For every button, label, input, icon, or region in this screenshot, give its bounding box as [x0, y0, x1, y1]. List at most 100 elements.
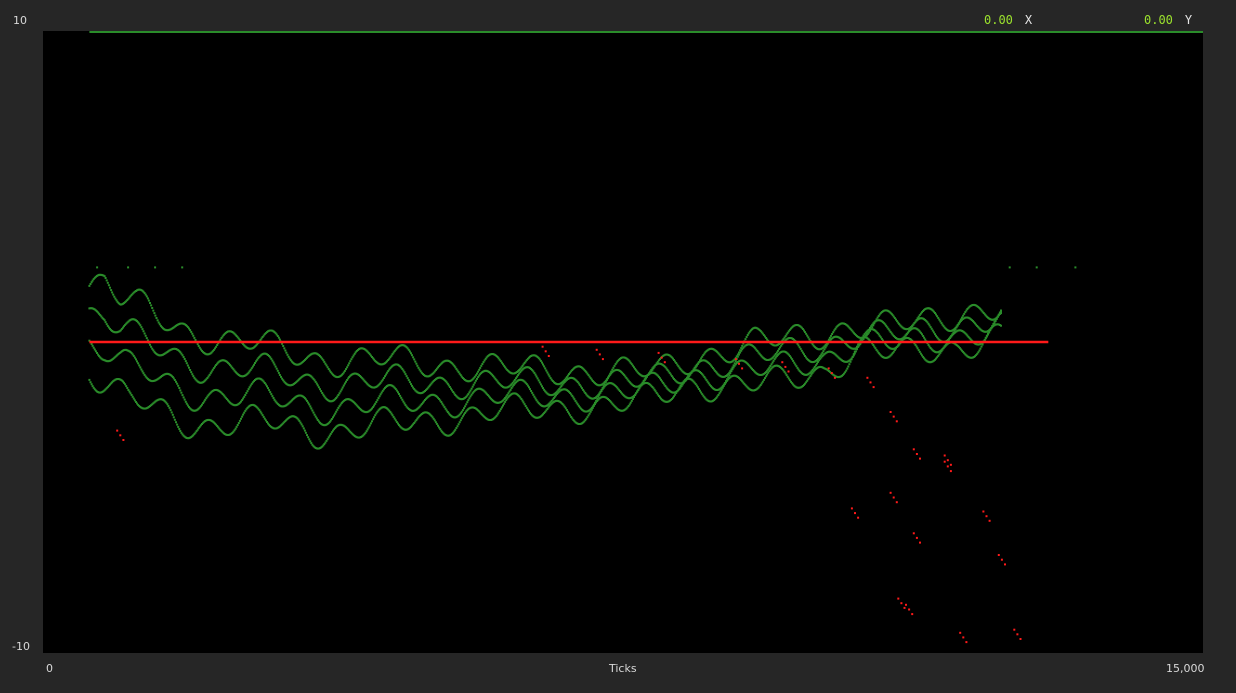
x-series-point — [228, 362, 231, 365]
x-series-point — [264, 383, 267, 386]
x-series-point — [627, 405, 630, 407]
x-series-point — [548, 402, 551, 405]
x-series-point — [747, 364, 750, 367]
x-series-point — [201, 403, 203, 406]
x-series-point — [164, 400, 167, 403]
x-series-point — [923, 357, 926, 360]
x-series-point — [448, 413, 451, 416]
x-series-point — [182, 322, 185, 325]
x-series-point — [101, 316, 104, 319]
x-series-point — [704, 397, 707, 400]
x-series-point — [373, 386, 376, 389]
x-series-point — [599, 384, 602, 387]
x-series-point — [427, 386, 430, 389]
plot-area[interactable] — [43, 31, 1203, 653]
x-series-point — [460, 410, 463, 413]
x-series-point — [533, 395, 536, 398]
x-series-point — [534, 373, 537, 376]
x-series-point — [342, 424, 345, 427]
x-series-point — [493, 400, 496, 403]
x-series-point — [957, 345, 960, 348]
x-series-point — [157, 321, 160, 324]
x-series-point — [543, 365, 546, 368]
x-series-point — [831, 337, 834, 340]
x-series-point — [158, 376, 161, 379]
x-series-point — [105, 387, 108, 390]
x-series-point — [343, 369, 346, 372]
x-series-point — [873, 345, 876, 348]
x-series-point — [349, 374, 352, 377]
x-series-point — [246, 372, 249, 375]
x-series-point — [371, 386, 373, 389]
x-series-point — [484, 357, 487, 360]
x-series-point — [419, 370, 422, 373]
x-series-point — [754, 326, 757, 329]
x-series-point — [206, 419, 209, 421]
x-series-point — [846, 367, 849, 370]
x-series-point — [288, 384, 291, 387]
x-series-point — [93, 276, 96, 279]
x-series-point — [906, 337, 909, 339]
x-series-point — [792, 325, 795, 328]
x-series-point — [653, 388, 656, 391]
x-series-point — [650, 369, 653, 371]
x-series-point — [271, 395, 274, 398]
x-series-point — [124, 383, 127, 386]
x-series-point — [848, 346, 851, 349]
x-series-point — [467, 393, 470, 396]
x-series-point — [775, 351, 778, 354]
x-series-point — [779, 366, 782, 368]
x-series-point — [869, 327, 871, 329]
x-series-point — [604, 381, 607, 383]
x-series-point — [145, 376, 148, 379]
x-series-point — [439, 399, 442, 402]
x-series-point — [610, 370, 613, 373]
x-series-point — [979, 308, 982, 311]
x-series-point — [824, 346, 827, 349]
x-series-point — [518, 395, 521, 398]
x-series-point — [249, 384, 252, 387]
x-series-point — [458, 421, 461, 424]
x-series-point — [123, 349, 125, 352]
x-series-point — [976, 343, 979, 346]
x-series-point — [510, 387, 513, 389]
x-series-point — [127, 320, 130, 323]
x-series-point — [813, 360, 816, 363]
x-series-point — [477, 376, 480, 379]
x-series-point — [536, 356, 539, 358]
x-series-point — [525, 366, 528, 369]
x-series-point — [128, 296, 131, 299]
x-series-point — [782, 350, 785, 353]
x-series-point — [236, 403, 239, 406]
x-series-point — [434, 369, 437, 372]
x-series-point — [416, 417, 419, 420]
x-series-point — [843, 372, 845, 375]
x-series-point — [513, 392, 516, 395]
x-series-point — [808, 338, 811, 341]
x-series-point — [983, 313, 986, 316]
x-series-point — [688, 377, 691, 380]
x-series-point — [1008, 266, 1011, 269]
x-series-point — [861, 336, 864, 339]
x-series-point — [136, 289, 138, 292]
x-series-point — [120, 350, 123, 353]
x-series-point — [617, 358, 620, 361]
x-series-point — [479, 387, 482, 390]
x-series-point — [729, 376, 732, 379]
x-series-point — [730, 360, 733, 363]
x-series-point — [89, 381, 92, 384]
x-series-point — [563, 405, 566, 408]
x-series-point — [601, 383, 604, 386]
x-series-point — [350, 358, 353, 361]
x-series-point — [667, 400, 670, 403]
x-series-point — [236, 336, 239, 339]
x-series-point — [502, 363, 504, 366]
x-series-point — [179, 430, 182, 432]
x-series-point — [132, 291, 135, 294]
x-series-point — [164, 328, 167, 331]
x-series-point — [939, 351, 942, 354]
x-series-point — [430, 393, 433, 396]
x-series-point — [661, 380, 664, 383]
x-series-point — [282, 345, 285, 347]
x-series-point — [139, 406, 142, 408]
